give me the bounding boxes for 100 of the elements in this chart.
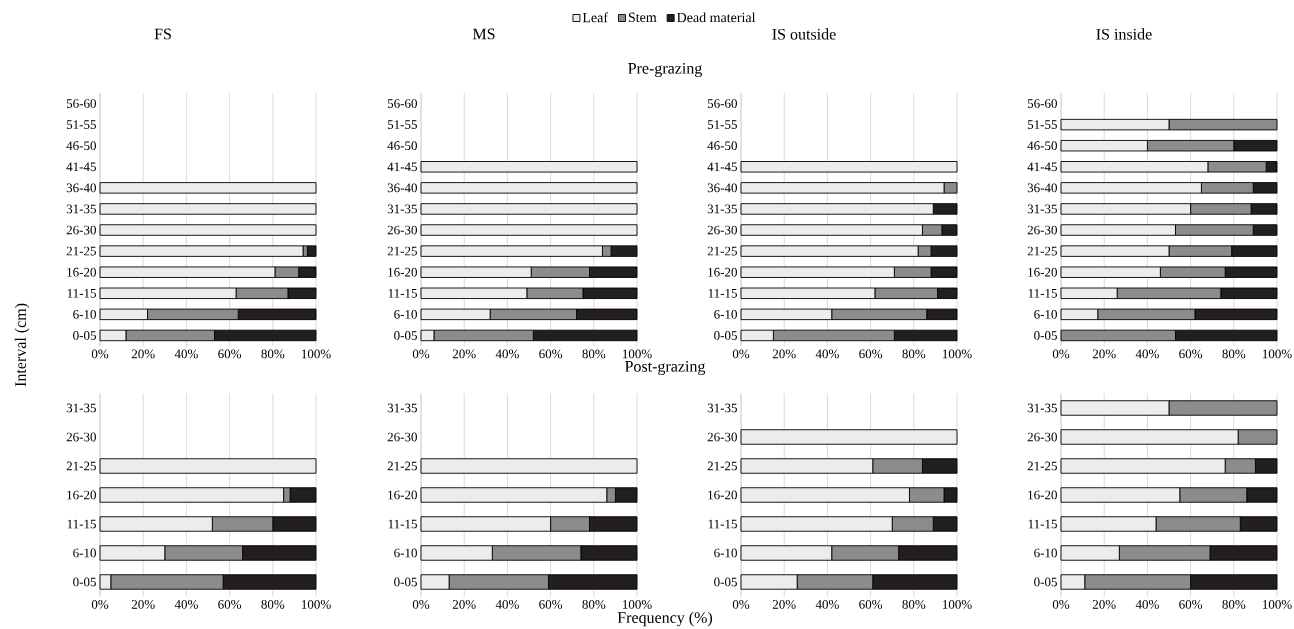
y-tick-label: 51-55 — [66, 120, 96, 129]
x-tick-label: 100% — [1262, 600, 1292, 609]
y-tick-label: 11-15 — [708, 519, 737, 529]
y-tick-label: 51-55 — [707, 120, 737, 129]
y-tick-label: 56-60 — [1027, 99, 1057, 108]
y-tick-label: 11-15 — [67, 288, 96, 298]
x-tick-label: 40% — [174, 600, 198, 609]
text: Pre-grazing — [628, 62, 703, 78]
y-tick-label: 0-05 — [73, 331, 96, 340]
y-tick-label: 41-45 — [1027, 162, 1057, 172]
y-tick-label: 16-20 — [708, 490, 737, 500]
legend-label: Stem — [628, 12, 657, 23]
y-tick-label: 21-25 — [1027, 461, 1057, 471]
y-tick-label: 36-40 — [66, 183, 96, 193]
x-tick-label: 40% — [495, 600, 519, 609]
y-tick-label: 6-10 — [73, 309, 96, 319]
y-tick-label: 21-25 — [387, 461, 417, 471]
bar — [420, 182, 638, 194]
legend-label: Leaf — [582, 12, 609, 23]
y-tick-label: 21-25 — [66, 246, 96, 256]
y-tick-label: 31-35 — [707, 204, 737, 214]
x-tick-label: 60% — [1179, 349, 1203, 359]
text: Post-grazing — [625, 360, 706, 376]
y-tick-label: 11-15 — [388, 288, 417, 298]
x-tick-label: 20% — [131, 349, 155, 359]
x-tick-label: 0% — [91, 349, 109, 359]
y-tick-label: 46-50 — [387, 141, 417, 151]
y-tick-label: 46-50 — [66, 141, 96, 151]
x-tick-label: 60% — [859, 349, 883, 359]
x-tick-label: 0% — [1052, 349, 1070, 359]
y-tick-label: 41-45 — [66, 162, 96, 172]
y-tick-label: 0-05 — [714, 331, 737, 340]
y-tick-label: 31-35 — [66, 204, 96, 214]
y-tick-label: 21-25 — [707, 461, 737, 471]
y-axis-title: Interval (cm) — [14, 303, 30, 387]
y-tick-label: 26-30 — [1027, 225, 1057, 235]
y-tick-label: 16-20 — [67, 267, 96, 277]
x-tick-label: 0% — [412, 600, 430, 609]
x-tick-label: 60% — [218, 600, 242, 609]
y-tick-label: 16-20 — [388, 267, 417, 277]
x-tick-label: 20% — [1092, 600, 1116, 609]
y-tick-label: 21-25 — [707, 246, 737, 256]
y-tick-label: 26-30 — [66, 432, 96, 442]
y-tick-label: 6-10 — [1034, 548, 1057, 558]
bar — [420, 161, 638, 173]
bar — [99, 245, 304, 257]
y-tick-label: 31-35 — [1027, 204, 1057, 214]
y-tick-label: 6-10 — [394, 309, 417, 319]
x-tick-label: 100% — [622, 600, 652, 609]
x-tick-label: 100% — [942, 349, 972, 359]
y-tick-label: 21-25 — [1027, 246, 1057, 256]
y-tick-label: 0-05 — [73, 577, 96, 587]
x-tick-label: 60% — [539, 600, 563, 609]
x-tick-label: 60% — [539, 349, 563, 359]
y-tick-label: 46-50 — [1027, 141, 1057, 151]
y-tick-label: 26-30 — [707, 225, 737, 235]
y-tick-label: 56-60 — [387, 99, 417, 108]
x-tick-label: 100% — [942, 600, 972, 609]
bar — [740, 161, 958, 173]
x-tick-label: 40% — [815, 349, 839, 359]
x-tick-label: 80% — [261, 600, 285, 609]
bar — [420, 458, 638, 474]
y-tick-label: 31-35 — [66, 403, 96, 413]
y-tick-label: 26-30 — [66, 225, 96, 235]
chart-title: MS — [472, 28, 495, 40]
y-tick-label: 36-40 — [387, 183, 417, 193]
x-tick-label: 60% — [859, 600, 883, 609]
y-tick-label: 11-15 — [1028, 288, 1057, 298]
x-tick-label: 80% — [582, 349, 606, 359]
x-tick-label: 40% — [174, 349, 198, 359]
x-tick-label: 0% — [91, 600, 109, 609]
y-tick-label: 41-45 — [387, 162, 417, 172]
x-tick-label: 0% — [732, 349, 750, 359]
x-tick-label: 20% — [131, 600, 155, 609]
chart-title: FS — [154, 28, 171, 40]
x-tick-label: 80% — [261, 349, 285, 359]
x-tick-label: 100% — [301, 349, 331, 359]
chart-title: IS outside — [772, 28, 836, 40]
y-tick-label: 6-10 — [73, 548, 96, 558]
y-tick-label: 31-35 — [707, 403, 737, 413]
y-tick-label: 46-50 — [707, 141, 737, 151]
x-tick-label: 80% — [1222, 349, 1246, 359]
x-axis-title: Frequency (%) — [617, 611, 713, 627]
bar — [740, 429, 958, 445]
x-tick-label: 40% — [495, 349, 519, 359]
x-tick-label: 80% — [902, 600, 926, 609]
y-tick-label: 16-20 — [388, 490, 417, 500]
y-tick-label: 16-20 — [708, 267, 737, 277]
y-tick-label: 11-15 — [388, 519, 417, 529]
x-tick-label: 20% — [772, 600, 796, 609]
bar — [99, 182, 317, 194]
x-tick-label: 40% — [1135, 600, 1159, 609]
y-tick-label: 31-35 — [387, 204, 417, 214]
y-tick-label: 6-10 — [714, 548, 737, 558]
chart-title: IS inside — [1096, 28, 1152, 40]
x-tick-label: 80% — [902, 349, 926, 359]
y-tick-label: 0-05 — [714, 577, 737, 587]
bar — [420, 203, 638, 215]
y-tick-label: 51-55 — [387, 120, 417, 129]
y-tick-label: 16-20 — [67, 490, 96, 500]
